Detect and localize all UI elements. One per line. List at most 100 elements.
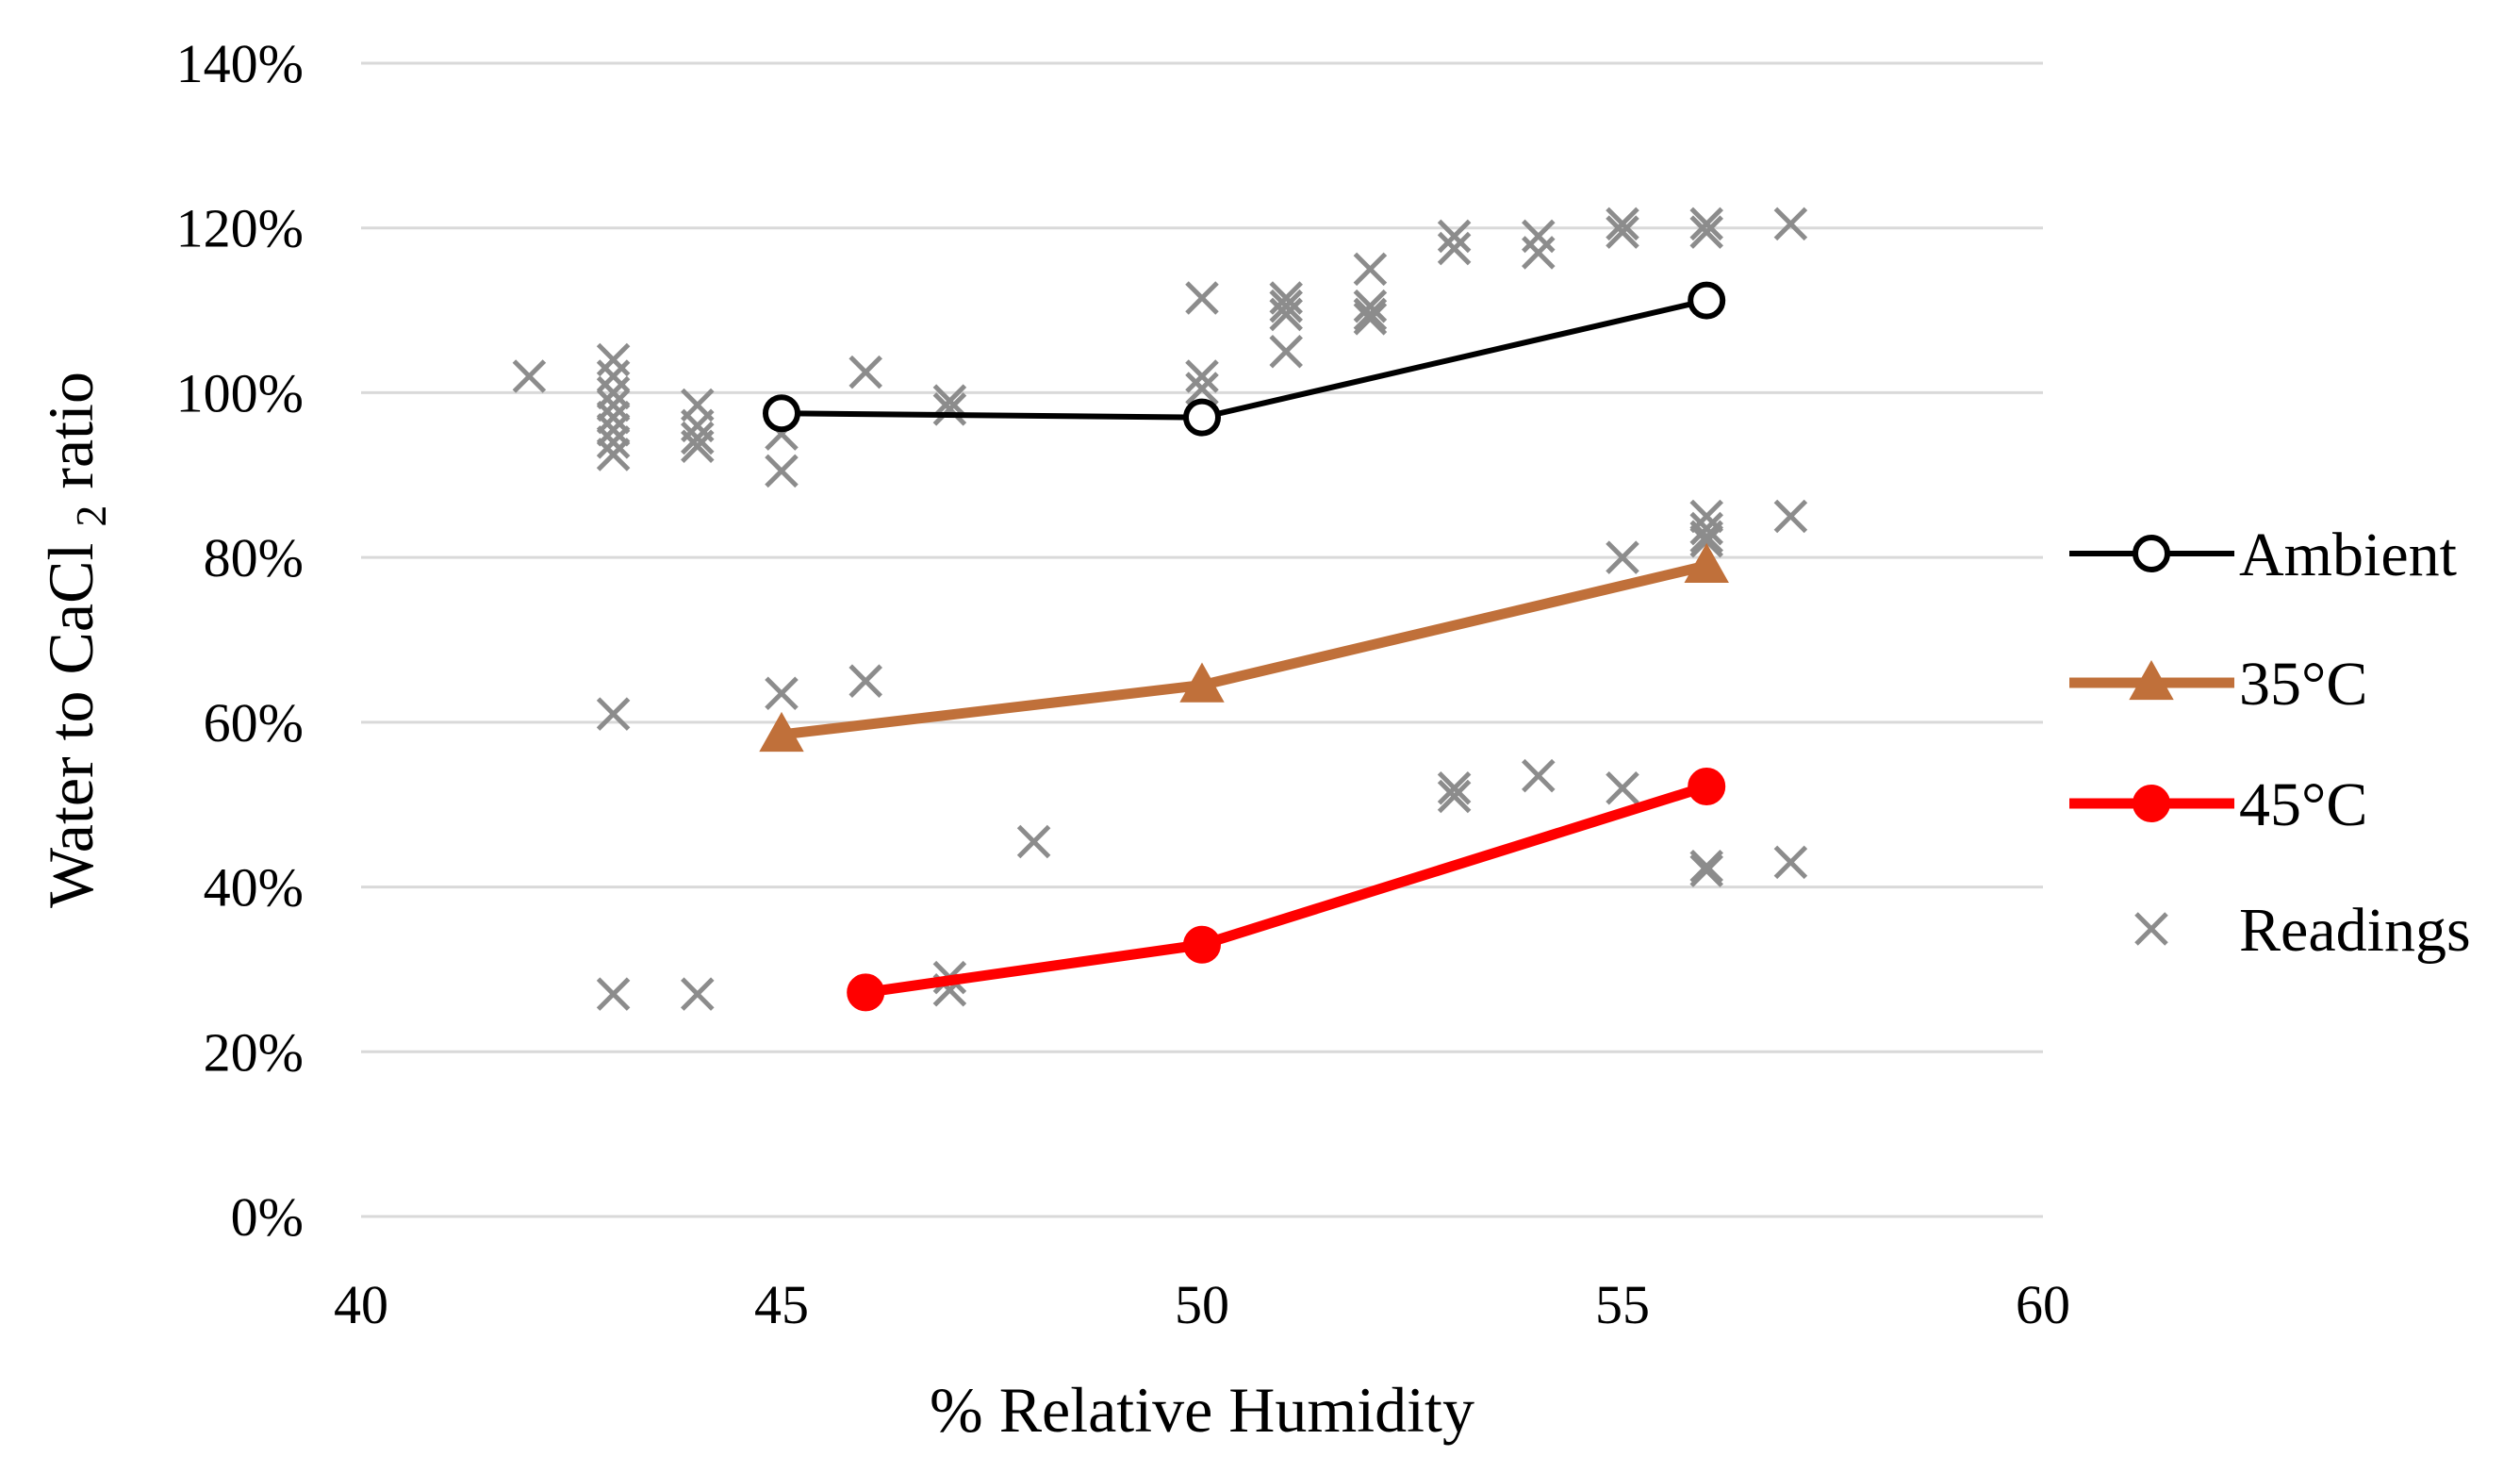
reading-point — [1689, 849, 1723, 884]
reading-point — [1606, 540, 1639, 574]
series-line — [865, 781, 1708, 998]
reading-point — [1269, 297, 1303, 332]
x-tick-label: 50 — [1175, 1274, 1229, 1335]
reading-point — [1522, 758, 1556, 793]
series-point — [1183, 398, 1221, 437]
reading-point — [1689, 511, 1723, 546]
y-axis-title-main: Water to CaCl — [35, 543, 107, 908]
reading-point — [1016, 824, 1051, 859]
reading-point — [1437, 770, 1472, 805]
reading-point — [1606, 770, 1639, 805]
y-axis-title-suffix: ratio — [35, 372, 107, 489]
legend-entry: 45°C — [2069, 770, 2367, 839]
reading-point — [596, 697, 631, 731]
reading-point — [1606, 215, 1639, 249]
reading-point — [596, 425, 631, 459]
y-tick-label: 20% — [204, 1021, 304, 1083]
y-tick-label: 60% — [204, 692, 304, 753]
y-axis-title: Water to CaCl 2 ratio — [35, 372, 115, 908]
reading-point — [596, 400, 631, 435]
reading-point — [596, 375, 631, 410]
series-point — [847, 973, 885, 1012]
reading-point — [1437, 231, 1472, 266]
reading-point — [1522, 236, 1556, 270]
series-point — [1183, 925, 1221, 964]
reading-point — [596, 359, 631, 393]
legend-entry: Ambient — [2069, 521, 2457, 589]
axes: % Relative Humidity Water to CaCl 2 rati… — [35, 372, 1474, 1446]
reading-point — [1689, 207, 1723, 241]
x-tick-label: 60 — [2016, 1274, 2070, 1335]
reading-point — [681, 421, 715, 455]
reading-point — [765, 454, 799, 488]
legend-entry: Readings — [2134, 896, 2471, 965]
series-line — [781, 560, 1708, 740]
x-axis-title: % Relative Humidity — [930, 1374, 1474, 1446]
y-axis-title-subscript: 2 — [67, 505, 115, 527]
reading-point — [932, 392, 967, 426]
series-point — [1688, 281, 1726, 320]
reading-point — [512, 359, 547, 393]
reading-point — [1353, 302, 1388, 336]
reading-point — [765, 676, 799, 711]
reading-point — [1353, 297, 1388, 332]
reading-point — [848, 355, 882, 389]
x-tick-label: 40 — [334, 1274, 388, 1335]
reading-point — [848, 664, 882, 698]
y-tick-label: 80% — [204, 527, 304, 588]
reading-point — [1269, 289, 1303, 323]
y-tick-label: 40% — [204, 857, 304, 919]
reading-point — [596, 388, 631, 422]
reading-point — [596, 412, 631, 447]
reading-point — [1185, 359, 1219, 393]
line-series — [759, 281, 1729, 1012]
series-point — [1684, 542, 1729, 584]
legend-label: 45°C — [2239, 770, 2367, 839]
readings-series — [512, 207, 1808, 1011]
legend-swatch-marker — [2129, 659, 2174, 701]
x-tick-label: 45 — [754, 1274, 809, 1335]
legend-label: Ambient — [2239, 521, 2457, 589]
y-tick-label: 0% — [231, 1186, 304, 1248]
reading-point — [1353, 289, 1388, 323]
reading-point — [1353, 252, 1388, 287]
legend-swatch-marker — [2133, 535, 2170, 572]
reading-point — [681, 429, 715, 463]
reading-point — [1689, 853, 1723, 887]
legend-label: Readings — [2239, 896, 2471, 965]
legend-entry: 35°C — [2069, 650, 2367, 719]
reading-point — [596, 342, 631, 377]
x-tick-label: 55 — [1595, 1274, 1650, 1335]
reading-point — [1606, 207, 1639, 241]
reading-point — [1689, 523, 1723, 558]
reading-point — [596, 977, 631, 1011]
y-tick-label: 100% — [176, 362, 304, 423]
reading-point — [596, 438, 631, 472]
legend-swatch-marker — [2134, 912, 2168, 946]
reading-point — [1689, 215, 1723, 249]
reading-point — [1773, 499, 1808, 534]
legend-label: 35°C — [2239, 650, 2367, 719]
series-point — [759, 711, 804, 753]
reading-point — [1773, 845, 1808, 880]
reading-point — [1269, 334, 1303, 369]
series-point — [763, 394, 800, 433]
series-point — [1179, 662, 1225, 703]
gridlines — [361, 61, 2043, 1218]
y-tick-label: 140% — [176, 33, 304, 94]
reading-point — [1269, 281, 1303, 315]
tick-labels: 0% 20% 40% 60% 80% 100% 120% 140% 40 45 50 55 60 — [176, 33, 2070, 1335]
reading-point — [1185, 372, 1219, 405]
y-tick-label: 120% — [176, 198, 304, 259]
reading-point — [1689, 520, 1723, 554]
reading-point — [681, 977, 715, 1011]
reading-point — [1522, 219, 1556, 254]
series-line — [781, 297, 1707, 421]
reading-point — [1437, 779, 1472, 814]
legend-swatch-marker — [2133, 785, 2170, 822]
reading-point — [932, 384, 967, 418]
reading-point — [1437, 219, 1472, 254]
reading-point — [1185, 281, 1219, 315]
